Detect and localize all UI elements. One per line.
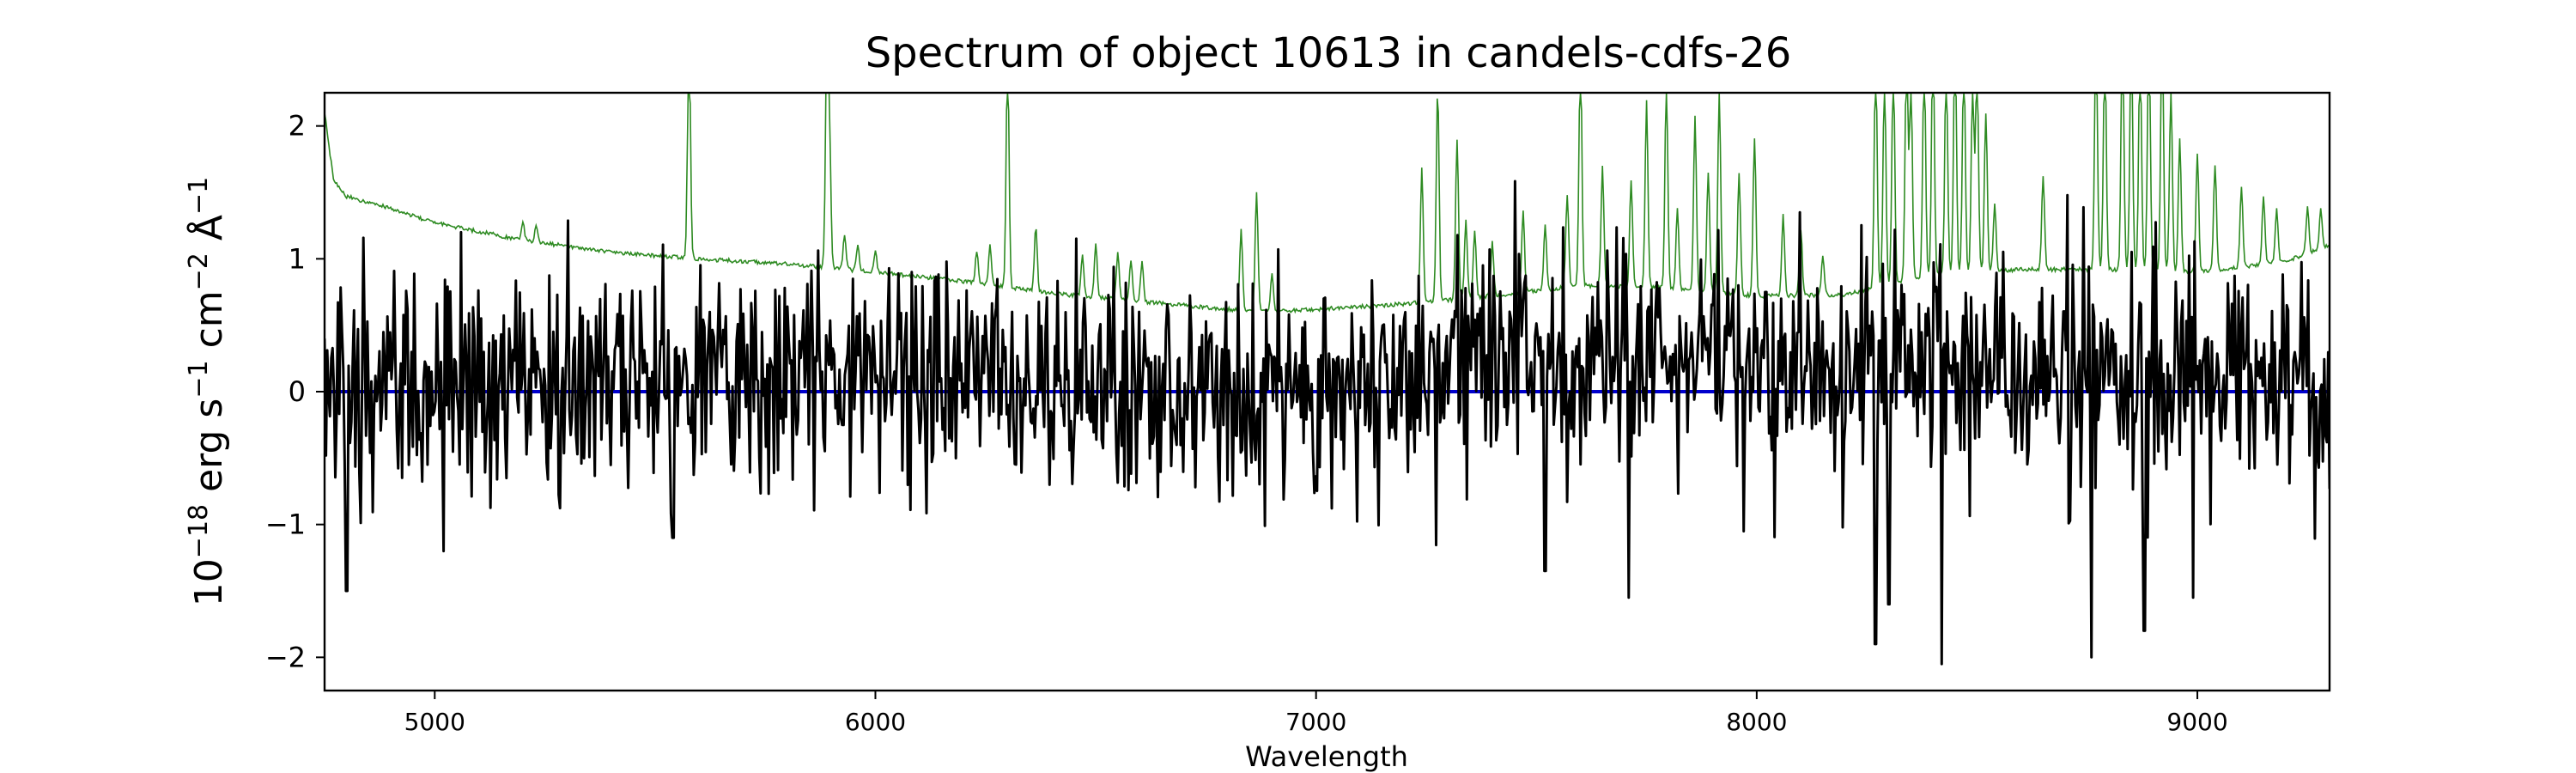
y-tick-label: −2 bbox=[265, 641, 306, 673]
error-spectrum-line bbox=[325, 93, 2330, 315]
y-label-base: 10 bbox=[187, 558, 231, 606]
x-tick-label: 7000 bbox=[1285, 708, 1346, 736]
y-axis: −2 −1 0 1 2 bbox=[265, 110, 325, 673]
y-label-exp: −18 bbox=[184, 504, 214, 558]
y-label-ang: Å bbox=[185, 215, 231, 253]
x-tick-label: 8000 bbox=[1726, 708, 1787, 736]
y-label-ang-exp: −1 bbox=[184, 177, 214, 215]
x-tick-label: 9000 bbox=[2166, 708, 2227, 736]
y-tick-label: 1 bbox=[289, 242, 306, 275]
y-label-erg: erg s bbox=[187, 399, 231, 504]
x-tick-label: 5000 bbox=[404, 708, 465, 736]
y-axis-label: 10−18 erg s−1 cm−2 Å−1 bbox=[184, 177, 231, 606]
y-tick-label: 0 bbox=[289, 375, 306, 408]
chart-title: Spectrum of object 10613 in candels-cdfs… bbox=[866, 29, 1792, 77]
x-tick-label: 6000 bbox=[845, 708, 906, 736]
y-tick-label: −1 bbox=[265, 508, 306, 541]
y-tick-label: 2 bbox=[289, 110, 306, 143]
plot-series bbox=[325, 93, 2330, 666]
x-axis-label: Wavelength bbox=[1245, 740, 1408, 773]
flux-spectrum-line bbox=[325, 180, 2330, 666]
x-axis: 5000 6000 7000 8000 9000 bbox=[404, 691, 2228, 736]
y-label-cm-exp: −2 bbox=[184, 253, 214, 290]
y-label-s-exp: −1 bbox=[184, 360, 214, 398]
y-label-cm: cm bbox=[187, 290, 231, 360]
